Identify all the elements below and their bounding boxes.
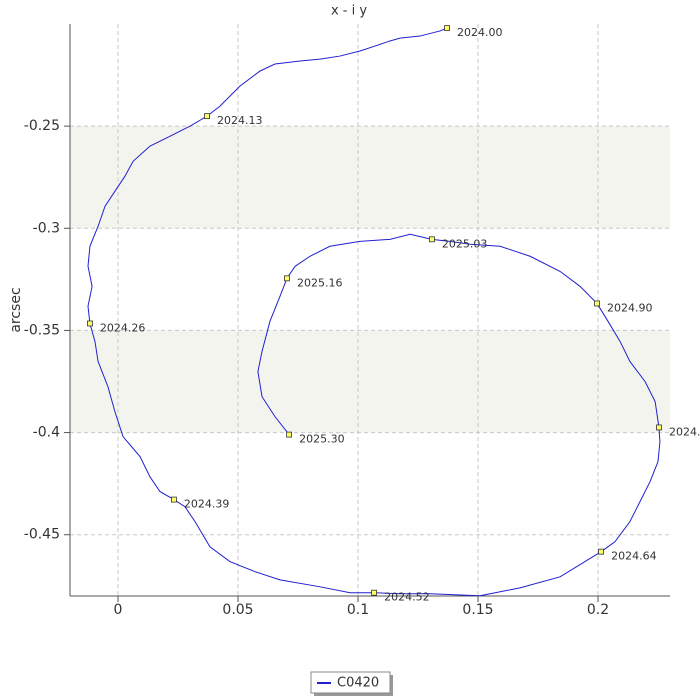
marker <box>284 275 290 282</box>
x-tick-label: 0.05 <box>222 602 253 618</box>
legend: C0420 <box>310 671 393 696</box>
marker-label: 2024.77 <box>669 425 700 438</box>
x-tick-label: 0.15 <box>462 602 493 618</box>
y-tick-label: -0.25 <box>24 118 60 134</box>
y-tick-label: -0.45 <box>24 527 60 543</box>
y-axis-label: arcsec <box>8 287 24 332</box>
x-tick-label: 0.1 <box>347 602 369 618</box>
marker-label: 2025.16 <box>297 276 343 289</box>
marker-label: 2024.00 <box>457 26 503 39</box>
marker-label: 2025.03 <box>442 237 488 250</box>
marker-label: 2024.39 <box>184 498 230 511</box>
band <box>70 330 670 433</box>
marker <box>429 236 435 243</box>
marker-label: 2024.64 <box>611 550 657 563</box>
marker <box>171 496 177 503</box>
marker-label: 2024.26 <box>100 321 146 334</box>
marker-label: 2024.90 <box>607 301 653 314</box>
marker <box>371 589 377 596</box>
y-tick-label: -0.4 <box>33 425 60 441</box>
marker <box>656 424 662 431</box>
marker <box>594 300 600 307</box>
x-tick-label: 0.2 <box>587 602 609 618</box>
marker <box>204 113 210 120</box>
marker <box>598 548 605 555</box>
plot-area <box>70 24 670 596</box>
legend-label: C0420 <box>337 676 379 691</box>
marker-label: 2024.13 <box>217 114 262 127</box>
marker <box>286 431 293 438</box>
marker <box>87 320 93 327</box>
marker <box>444 25 450 31</box>
x-tick-label: 0 <box>114 602 123 618</box>
y-tick-label: -0.35 <box>24 322 60 338</box>
marker-label: 2025.30 <box>299 433 345 446</box>
chart-title: x - i y <box>331 4 367 19</box>
band <box>70 126 670 229</box>
y-tick-label: -0.3 <box>33 220 60 236</box>
marker-label: 2024.52 <box>384 591 430 604</box>
legend-box <box>310 671 391 694</box>
